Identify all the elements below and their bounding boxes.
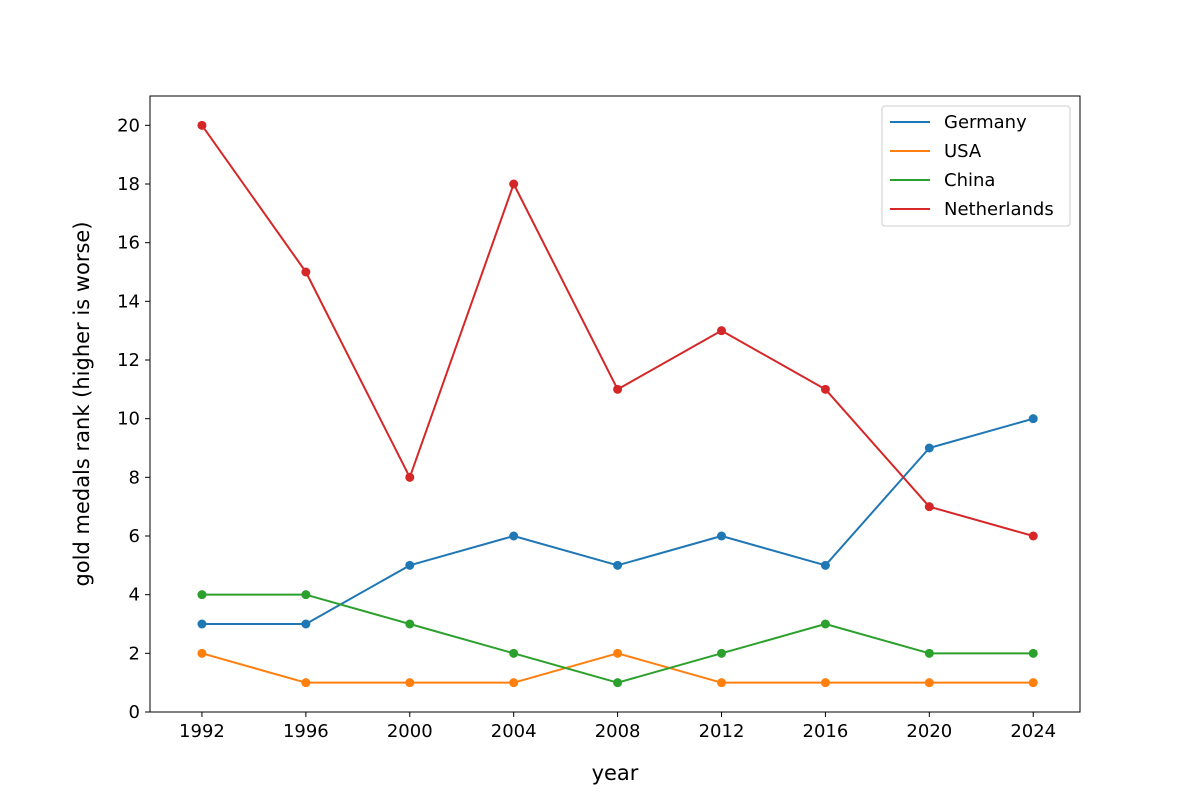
data-point-usa (405, 678, 415, 688)
data-point-germany (509, 531, 519, 541)
data-point-netherlands (717, 326, 727, 336)
data-point-germany (924, 443, 934, 453)
data-point-china (613, 678, 623, 688)
data-point-germany (613, 560, 623, 570)
data-point-usa (820, 678, 830, 688)
x-axis-label: year (592, 761, 639, 785)
data-point-netherlands (613, 384, 623, 394)
data-point-netherlands (405, 472, 415, 482)
y-tick-label: 2 (129, 643, 140, 664)
data-point-germany (1028, 414, 1038, 424)
series-line-germany (201, 417, 1034, 625)
series-china (197, 590, 1038, 688)
data-point-china (405, 619, 415, 629)
data-point-netherlands (301, 267, 311, 277)
data-point-china (820, 619, 830, 629)
data-point-china (717, 648, 727, 658)
x-tick-label: 2016 (803, 721, 849, 742)
data-point-usa (924, 678, 934, 688)
data-point-usa (717, 678, 727, 688)
legend-label: China (944, 170, 995, 191)
data-point-netherlands (1028, 531, 1038, 541)
y-tick-label: 12 (117, 350, 140, 371)
x-tick-label: 2008 (595, 721, 641, 742)
x-tick-label: 2012 (699, 721, 745, 742)
data-point-usa (509, 678, 519, 688)
legend-label: Germany (944, 112, 1027, 133)
series-layer (197, 120, 1038, 688)
y-tick-label: 6 (129, 526, 140, 547)
data-point-china (509, 648, 519, 658)
data-point-usa (301, 678, 311, 688)
data-point-netherlands (509, 179, 519, 189)
y-tick-label: 20 (117, 115, 140, 136)
legend-item-netherlands: Netherlands (890, 199, 1054, 220)
legend: Germany USA China Netherlands (881, 105, 1071, 227)
legend-item-germany: Germany (890, 112, 1027, 133)
data-point-netherlands (924, 502, 934, 512)
y-tick-label: 4 (129, 585, 140, 606)
data-point-china (924, 648, 934, 658)
data-point-germany (301, 619, 311, 629)
x-tick-label: 2024 (1010, 721, 1056, 742)
legend-label: USA (944, 141, 982, 162)
data-point-usa (613, 648, 623, 658)
axis-ticks: 1992 1996 2000 2004 2008 2012 2016 2020 20240246… (117, 115, 1056, 742)
y-tick-label: 16 (117, 233, 140, 254)
data-point-china (301, 590, 311, 600)
data-point-usa (197, 648, 207, 658)
data-point-germany (717, 531, 727, 541)
x-tick-label: 1992 (179, 721, 225, 742)
legend-frame (881, 105, 1071, 227)
data-point-china (197, 590, 207, 600)
series-line-china (201, 593, 1034, 684)
x-tick-label: 2020 (906, 721, 952, 742)
y-axis-label: gold medals rank (higher is worse) (70, 221, 94, 586)
series-netherlands (197, 120, 1038, 541)
legend-item-usa: USA (890, 141, 982, 162)
x-tick-label: 1996 (283, 721, 329, 742)
legend-item-china: China (890, 170, 995, 191)
legend-label: Netherlands (944, 199, 1054, 220)
x-tick-label: 2004 (491, 721, 537, 742)
series-germany (197, 414, 1038, 629)
data-point-netherlands (197, 120, 207, 130)
data-point-germany (820, 560, 830, 570)
y-tick-label: 18 (117, 174, 140, 195)
x-tick-label: 2000 (387, 721, 433, 742)
data-point-germany (405, 560, 415, 570)
data-point-germany (197, 619, 207, 629)
plot-area-frame (149, 95, 1081, 713)
y-tick-label: 14 (117, 291, 140, 312)
y-tick-label: 0 (129, 702, 140, 723)
data-point-netherlands (820, 384, 830, 394)
series-usa (197, 648, 1038, 688)
data-point-china (1028, 648, 1038, 658)
data-point-usa (1028, 678, 1038, 688)
y-tick-label: 10 (117, 409, 140, 430)
y-tick-label: 8 (129, 467, 140, 488)
